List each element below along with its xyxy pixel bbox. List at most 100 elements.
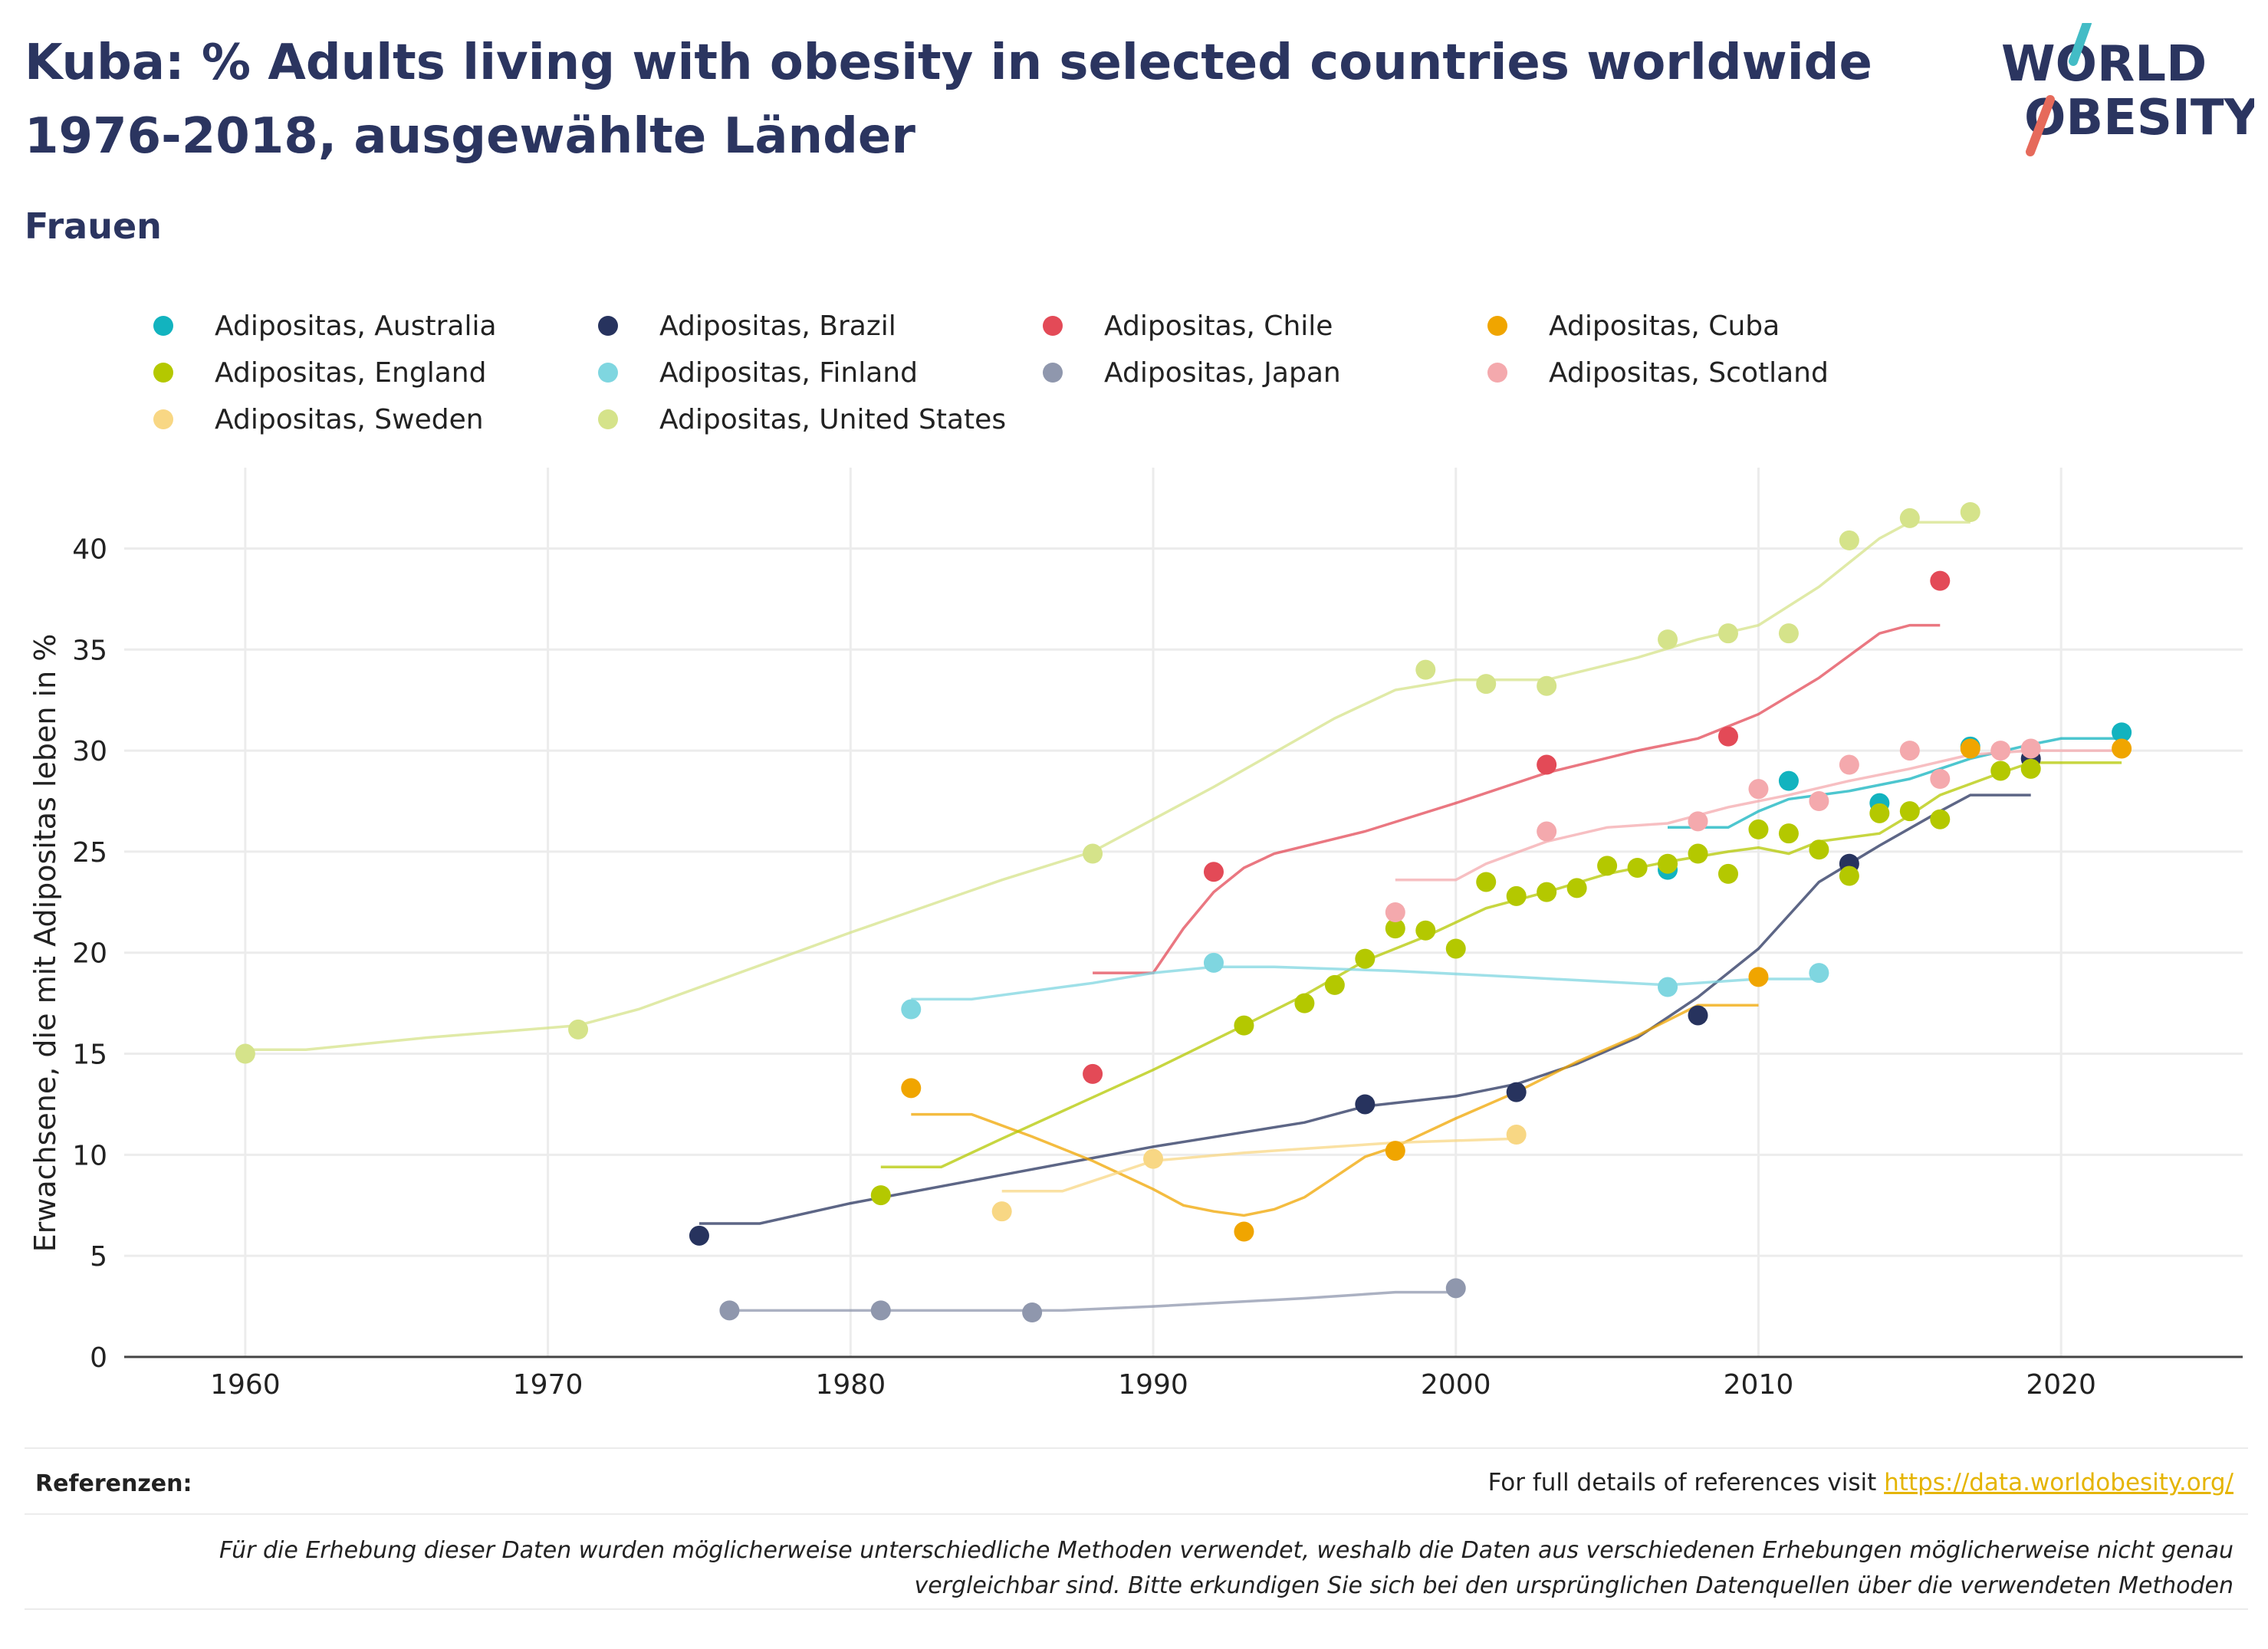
legend-item[interactable]: Adipositas, Cuba (1487, 303, 1780, 349)
data-point (1355, 1094, 1376, 1115)
data-point (1839, 530, 1859, 550)
y-tick-label: 15 (72, 1040, 107, 1071)
data-point (901, 1078, 922, 1099)
data-point (1445, 938, 1466, 959)
data-point (1930, 570, 1951, 591)
legend-marker (1043, 316, 1063, 336)
data-point (1083, 843, 1103, 864)
x-tick-label: 2000 (1421, 1369, 1491, 1401)
chart-plot: 0 5 10 15 20 25 30 35 40 1960 1970 1980 1990 2000 2010… (28, 468, 2243, 1401)
series-trend-line (245, 521, 1971, 1052)
data-point (1143, 1148, 1164, 1169)
data-point (689, 1225, 709, 1246)
data-point (1234, 1221, 1254, 1242)
data-point (1990, 760, 2011, 781)
data-point (1717, 726, 1738, 747)
references-prefix: For full details of references visit (1487, 1469, 1885, 1496)
legend-label: Adipositas, Chile (1104, 310, 1333, 342)
data-point (1960, 502, 1980, 522)
data-point (1385, 1141, 1405, 1161)
x-tick-label: 1980 (816, 1369, 886, 1401)
data-point (1537, 675, 1557, 696)
y-tick-label: 5 (90, 1241, 107, 1273)
y-tick-label: 25 (72, 837, 107, 869)
data-point (1809, 791, 1829, 811)
data-point (1899, 741, 1920, 761)
legend-label: Adipositas, Australia (215, 310, 497, 342)
disclaimer: Für die Erhebung dieser Daten wurden mög… (87, 1533, 2233, 1604)
legend-marker (598, 409, 618, 429)
legend-label: Adipositas, Cuba (1549, 310, 1780, 342)
legend-label: Adipositas, England (215, 356, 487, 389)
legend-label: Adipositas, Japan (1104, 356, 1341, 389)
data-point (1597, 856, 1618, 876)
y-axis-label: Erwachsene, die mit Adipositas leben in … (28, 634, 62, 1253)
data-point (1899, 801, 1920, 822)
data-point (235, 1043, 255, 1064)
series-trend-line (1093, 623, 1941, 974)
data-point (1658, 629, 1678, 650)
data-point (1537, 821, 1557, 842)
data-point (1688, 1005, 1708, 1026)
data-point (1717, 863, 1738, 884)
data-point (1506, 885, 1527, 906)
divider (25, 1447, 2248, 1449)
legend-marker (1487, 316, 1507, 336)
legend-item[interactable]: Adipositas, Sweden (153, 396, 484, 442)
disclaimer-line-2: vergleichbar sind. Bitte erkundigen Sie … (914, 1572, 2233, 1599)
data-point (1476, 674, 1497, 695)
y-tick-label: 40 (72, 534, 107, 565)
data-point (1778, 623, 1799, 644)
legend-marker (153, 409, 173, 429)
data-point (1627, 858, 1648, 878)
references-link[interactable]: https://data.worldobesity.org/ (1884, 1469, 2233, 1496)
legend-item[interactable]: Adipositas, Finland (598, 350, 918, 396)
legend-item[interactable]: Adipositas, Japan (1043, 350, 1341, 396)
series-trend-line (1668, 737, 2122, 829)
legend-item[interactable]: Adipositas, Scotland (1487, 350, 1829, 396)
data-point (2020, 738, 2041, 759)
data-point (1688, 811, 1708, 832)
y-tick-label: 10 (72, 1140, 107, 1171)
data-point (1385, 902, 1405, 922)
y-tick-label: 30 (72, 736, 107, 767)
data-point (568, 1019, 589, 1040)
legend-label: Adipositas, Finland (659, 356, 918, 389)
data-point (1234, 1015, 1254, 1036)
legend-item[interactable]: Adipositas, Brazil (598, 303, 896, 349)
logo-text-world: WORLD (2001, 36, 2207, 93)
data-point (1960, 738, 1980, 759)
data-point (991, 1201, 1012, 1222)
data-point (1445, 1278, 1466, 1299)
chart-title: Kuba: % Adults living with obesity in se… (25, 34, 1872, 165)
data-point (1748, 819, 1769, 839)
data-point (1990, 741, 2011, 761)
data-point (719, 1300, 740, 1321)
legend-item[interactable]: Adipositas, England (153, 350, 486, 396)
data-point (1022, 1302, 1043, 1322)
data-point (1415, 659, 1436, 680)
data-point (1869, 803, 1890, 823)
data-point (1083, 1063, 1103, 1084)
legend-label: Adipositas, Scotland (1549, 356, 1829, 389)
chart-subtitle: Frauen (25, 205, 162, 247)
legend-item[interactable]: Adipositas, Chile (1043, 303, 1333, 349)
legend-item[interactable]: Adipositas, Australia (153, 303, 497, 349)
divider (25, 1608, 2248, 1610)
series-trend-line (699, 793, 2031, 1225)
data-point (870, 1185, 891, 1206)
data-point (1537, 882, 1557, 902)
legend-item[interactable]: Adipositas, United States (598, 396, 1006, 442)
references-label: Referenzen: (35, 1470, 192, 1497)
data-point (1203, 952, 1224, 973)
data-point (1748, 967, 1769, 987)
series-trend-line (1001, 1137, 1517, 1193)
data-point (1537, 754, 1557, 775)
legend-marker (153, 316, 173, 336)
data-point (1809, 963, 1829, 984)
series-trend-line (911, 965, 1819, 1001)
x-tick-label: 1970 (513, 1369, 583, 1401)
legend-marker (1487, 363, 1507, 383)
data-point (1839, 754, 1859, 775)
legend-label: Adipositas, Sweden (215, 403, 484, 435)
